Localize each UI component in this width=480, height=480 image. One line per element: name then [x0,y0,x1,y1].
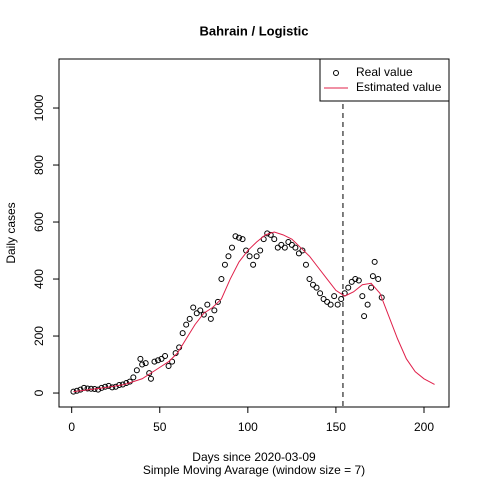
point [158,355,165,362]
point [331,293,338,300]
point [369,273,376,280]
point [200,311,207,318]
x-axis-label: Days since 2020-03-09 [192,450,316,464]
legend-label: Estimated value [356,80,442,94]
point [236,234,243,241]
point [317,290,324,297]
estimated-line [73,231,435,393]
point [302,261,309,268]
point [313,284,320,291]
point [193,310,200,317]
point [172,350,179,357]
point [345,284,352,291]
point [324,298,331,305]
point [295,250,302,257]
point [214,298,221,305]
point [169,358,176,365]
point [77,386,84,393]
point [147,375,154,382]
point [218,276,225,283]
point [151,358,158,365]
point [327,301,334,308]
y-tick-label: 200 [32,326,46,346]
point [281,244,288,251]
point [105,382,112,389]
legend-label: Real value [356,65,413,79]
x-tick-label: 0 [68,420,75,434]
point [154,357,161,364]
point [310,281,317,288]
x-tick-label: 50 [153,420,167,434]
point [359,293,366,300]
chart-title: Bahrain / Logistic [199,23,308,38]
plot-frame [58,58,450,408]
point [95,386,102,393]
point [211,307,218,314]
point [130,374,137,381]
point [228,244,235,251]
point [288,241,295,248]
point [285,238,292,245]
point [204,301,211,308]
point [84,385,91,392]
point [371,258,378,265]
legend-box [319,58,450,102]
point [271,236,278,243]
point [352,276,359,283]
legend-marker [333,70,339,76]
point [179,330,186,337]
point [320,295,327,302]
point [139,361,146,368]
y-tick-label: 400 [32,269,46,289]
point [375,276,382,283]
point [197,307,204,314]
point [190,304,197,311]
point [278,241,285,248]
point [361,313,368,320]
y-axis-label: Daily cases [4,202,18,263]
x-tick-label: 100 [238,420,258,434]
point [239,236,246,243]
point [257,247,264,254]
point [225,253,232,260]
point [334,301,341,308]
point [355,277,362,284]
point [378,294,385,301]
point [267,231,274,238]
y-tick-label: 600 [32,212,46,232]
point [368,284,375,291]
y-tick-label: 1000 [32,94,46,121]
point [253,253,260,260]
point [306,276,313,283]
point [162,352,169,359]
point [274,244,281,251]
point [183,321,190,328]
point [292,244,299,251]
point [250,261,257,268]
point [142,360,149,367]
point [207,315,214,322]
point [133,367,140,374]
x-tick-label: 150 [326,420,346,434]
subtitle: Simple Moving Avarage (window size = 7) [143,463,365,477]
point [246,253,253,260]
y-tick-label: 0 [32,389,46,396]
point [364,301,371,308]
point [338,295,345,302]
point [232,233,239,240]
point [348,278,355,285]
point [165,362,172,369]
y-tick-label: 800 [32,155,46,175]
point [221,261,228,268]
point [186,315,193,322]
x-tick-label: 200 [414,420,434,434]
point [299,247,306,254]
point [137,355,144,362]
